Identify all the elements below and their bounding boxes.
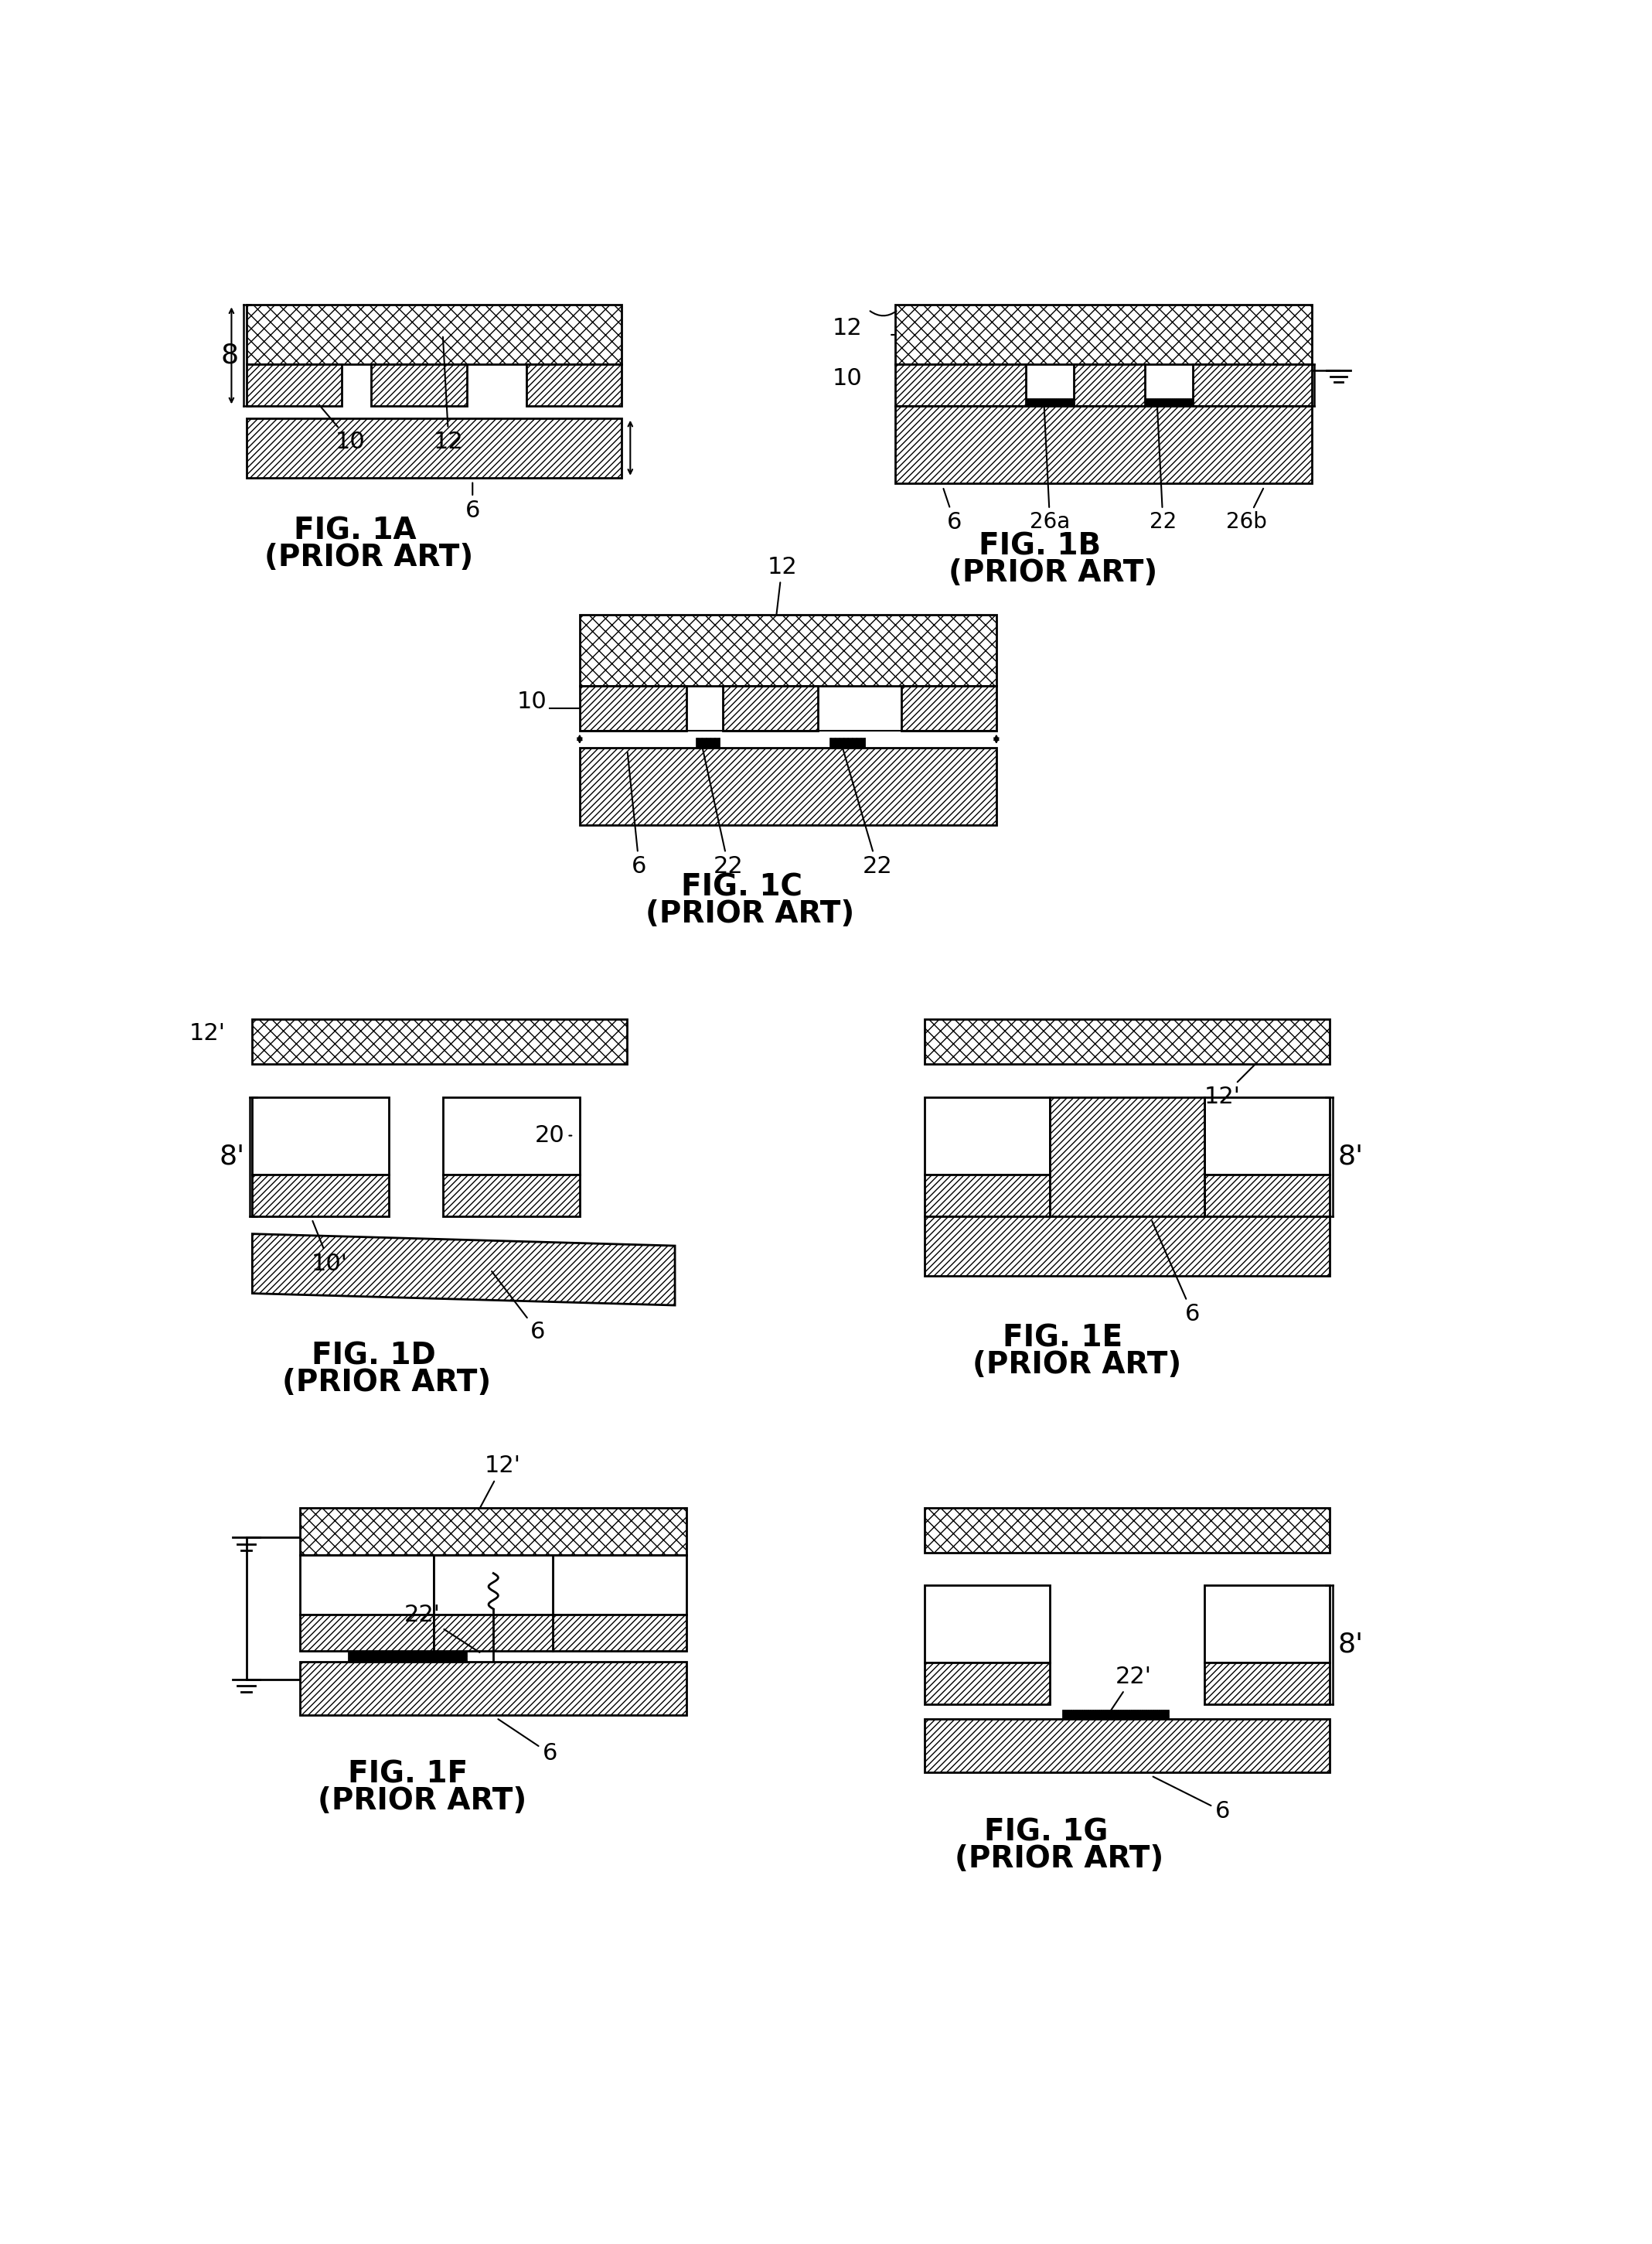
Text: FIG. 1A: FIG. 1A <box>294 516 416 545</box>
Bar <box>1026 397 1074 406</box>
Text: 10: 10 <box>833 368 862 390</box>
Bar <box>695 738 720 747</box>
Polygon shape <box>253 1234 676 1306</box>
Bar <box>1193 364 1312 406</box>
Text: 12: 12 <box>434 337 464 453</box>
Bar <box>246 305 621 364</box>
Text: 6: 6 <box>1153 1777 1231 1822</box>
Bar <box>1051 1097 1204 1216</box>
Text: FIG. 1C: FIG. 1C <box>681 873 803 902</box>
Bar <box>895 406 1312 485</box>
Text: 8': 8' <box>1338 1142 1363 1169</box>
Bar <box>301 1661 687 1714</box>
Bar <box>553 1555 687 1616</box>
Bar <box>925 1174 1051 1216</box>
Text: 22': 22' <box>1110 1665 1151 1710</box>
Text: 6: 6 <box>1151 1221 1201 1326</box>
Bar <box>301 1616 434 1652</box>
Bar <box>553 1616 687 1652</box>
Bar <box>525 364 621 406</box>
Text: 8': 8' <box>220 1142 244 1169</box>
Text: 26a: 26a <box>1029 406 1070 534</box>
Bar <box>925 1584 1051 1663</box>
Bar <box>246 417 621 478</box>
Bar <box>925 1019 1330 1064</box>
Bar <box>925 1097 1051 1174</box>
Text: 8: 8 <box>221 343 238 368</box>
Text: 10': 10' <box>312 1221 349 1275</box>
Text: (PRIOR ART): (PRIOR ART) <box>955 1845 1163 1874</box>
Text: FIG. 1E: FIG. 1E <box>1003 1324 1122 1353</box>
Text: 10: 10 <box>517 691 547 714</box>
Bar <box>1074 364 1145 406</box>
Text: 20: 20 <box>535 1124 572 1147</box>
Text: 10: 10 <box>319 404 365 453</box>
Text: FIG. 1B: FIG. 1B <box>978 532 1100 561</box>
Bar <box>925 1216 1330 1275</box>
Text: 12': 12' <box>1204 1064 1257 1109</box>
Bar <box>1062 1710 1170 1719</box>
Bar <box>246 364 342 406</box>
Bar <box>301 1508 687 1555</box>
Bar <box>434 1555 553 1616</box>
Text: 8': 8' <box>1338 1631 1363 1658</box>
Bar <box>1145 397 1193 406</box>
Text: 6: 6 <box>466 482 481 521</box>
Bar <box>722 687 818 732</box>
Bar <box>829 738 866 747</box>
Bar <box>925 1663 1051 1703</box>
Text: 12: 12 <box>767 557 796 615</box>
Bar <box>1204 1174 1330 1216</box>
Bar <box>434 1616 553 1652</box>
Bar <box>895 305 1312 364</box>
Bar <box>1204 1584 1330 1663</box>
Text: 12': 12' <box>479 1454 520 1508</box>
Text: 6: 6 <box>492 1272 545 1344</box>
Text: 6: 6 <box>628 752 646 877</box>
Bar <box>253 1097 390 1174</box>
Text: FIG. 1F: FIG. 1F <box>347 1759 468 1788</box>
Text: 6: 6 <box>499 1719 557 1764</box>
Bar <box>443 1097 580 1174</box>
Bar <box>1204 1097 1330 1174</box>
Bar <box>895 364 1026 406</box>
Text: (PRIOR ART): (PRIOR ART) <box>317 1786 527 1815</box>
Text: FIG. 1G: FIG. 1G <box>985 1818 1108 1847</box>
Text: 22: 22 <box>1150 406 1176 534</box>
Bar <box>372 364 466 406</box>
Text: 22: 22 <box>702 747 743 877</box>
Bar <box>580 747 996 826</box>
Text: (PRIOR ART): (PRIOR ART) <box>973 1351 1181 1380</box>
Text: 22: 22 <box>843 747 892 877</box>
Text: 6: 6 <box>943 489 961 534</box>
Text: 12': 12' <box>190 1023 226 1046</box>
Bar <box>301 1555 434 1616</box>
Bar <box>925 1719 1330 1773</box>
Bar <box>580 687 687 732</box>
Text: 12: 12 <box>833 316 862 339</box>
Bar <box>900 687 996 732</box>
Text: (PRIOR ART): (PRIOR ART) <box>646 900 854 929</box>
Bar <box>1204 1663 1330 1703</box>
Bar <box>347 1652 466 1661</box>
Bar <box>253 1174 390 1216</box>
Text: 26b: 26b <box>1226 489 1267 534</box>
Text: (PRIOR ART): (PRIOR ART) <box>264 543 472 572</box>
Bar <box>580 615 996 687</box>
Text: 22': 22' <box>403 1604 479 1652</box>
Bar <box>253 1019 628 1064</box>
Text: (PRIOR ART): (PRIOR ART) <box>948 559 1158 588</box>
Text: (PRIOR ART): (PRIOR ART) <box>282 1369 491 1398</box>
Bar <box>443 1174 580 1216</box>
Bar <box>925 1508 1330 1553</box>
Text: FIG. 1D: FIG. 1D <box>312 1342 436 1371</box>
